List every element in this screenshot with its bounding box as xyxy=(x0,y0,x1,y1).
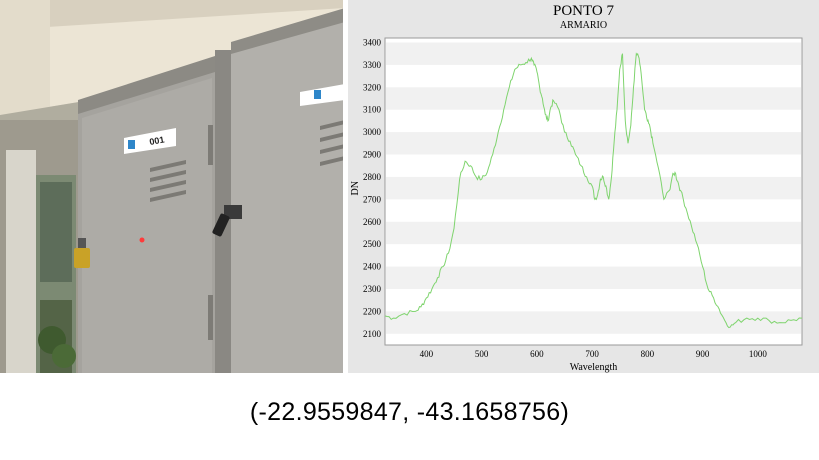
locker-label xyxy=(124,128,176,154)
y-axis-label: DN xyxy=(350,181,361,195)
grid-band xyxy=(386,311,801,334)
grid-band xyxy=(386,176,801,200)
x-axis-label: Wavelength xyxy=(570,362,618,373)
wall-panel xyxy=(0,0,50,115)
chart-subtitle: ARMARIO xyxy=(559,20,608,31)
locker-left-vents xyxy=(150,160,186,202)
grid-bands xyxy=(386,42,801,334)
y-tick-label: 3400 xyxy=(363,37,382,47)
glass-pane-top xyxy=(40,182,72,282)
locker-latch xyxy=(224,205,242,219)
x-axis-ticks: 400 500 600 700 800 900 1000 xyxy=(420,349,768,359)
grid-band xyxy=(386,42,801,65)
x-tick-label: 800 xyxy=(641,349,655,359)
y-tick-label: 3200 xyxy=(363,82,382,92)
y-tick-label: 2500 xyxy=(363,239,382,249)
spectrum-line xyxy=(384,52,803,329)
laser-spot xyxy=(139,237,145,243)
locker-right-label xyxy=(300,84,345,106)
door-edge xyxy=(6,150,36,373)
y-tick-label: 2400 xyxy=(363,262,382,272)
locker-handle xyxy=(212,213,230,237)
x-tick-label: 600 xyxy=(530,349,544,359)
ceiling xyxy=(0,0,345,30)
y-axis-ticks: 2100 2200 2300 2400 2500 2600 2700 2800 2900 3000… xyxy=(363,37,382,338)
y-tick-label: 3100 xyxy=(363,105,382,115)
padlock-shackle xyxy=(78,238,86,248)
y-tick-label: 3000 xyxy=(363,127,382,137)
locker-photo-illustration: 001 xyxy=(0,0,345,373)
x-tick-label: 500 xyxy=(475,349,489,359)
y-tick-label: 3300 xyxy=(363,60,382,70)
y-tick-label: 2900 xyxy=(363,150,382,160)
grid-band xyxy=(386,221,801,245)
y-tick-label: 2600 xyxy=(363,217,382,227)
x-tick-label: 400 xyxy=(420,349,434,359)
y-tick-label: 2800 xyxy=(363,172,382,182)
locker-right-body xyxy=(231,18,345,373)
x-tick-label: 900 xyxy=(696,349,710,359)
spectrum-chart: 2100 2200 2300 2400 2500 2600 2700 2800 2900 3000… xyxy=(350,37,803,373)
spectrum-chart-panel: PONTO 7 ARMARIO 2100 2200 2300 2400 2500 2600… xyxy=(348,0,819,373)
y-tick-label: 2300 xyxy=(363,284,382,294)
locker-left-door xyxy=(82,78,212,373)
y-tick-label: 2700 xyxy=(363,194,382,204)
hinge-bottom xyxy=(208,295,213,340)
x-tick-label: 1000 xyxy=(749,349,768,359)
locker-gap xyxy=(215,50,231,373)
label-icon-right xyxy=(314,90,321,99)
grid-band xyxy=(386,266,801,289)
locker-right-top xyxy=(231,8,345,54)
locker-number: 001 xyxy=(149,135,166,147)
locker-photo: 001 xyxy=(0,0,345,373)
x-tick-label: 700 xyxy=(585,349,599,359)
y-tick-label: 2200 xyxy=(363,306,382,316)
grid-band xyxy=(386,132,801,155)
label-icon xyxy=(128,140,135,149)
plant-leaves xyxy=(52,344,76,368)
coordinates-caption: (-22.9559847, -43.1658756) xyxy=(249,398,570,426)
y-tick-label: 2100 xyxy=(363,329,382,339)
grid-band xyxy=(386,87,801,110)
panel-divider xyxy=(343,0,345,373)
hinge-top xyxy=(208,125,213,165)
locker-left-top xyxy=(78,56,215,114)
locker-right-vents xyxy=(320,120,345,166)
padlock xyxy=(74,248,90,268)
chart-title: PONTO 7 xyxy=(553,3,614,19)
